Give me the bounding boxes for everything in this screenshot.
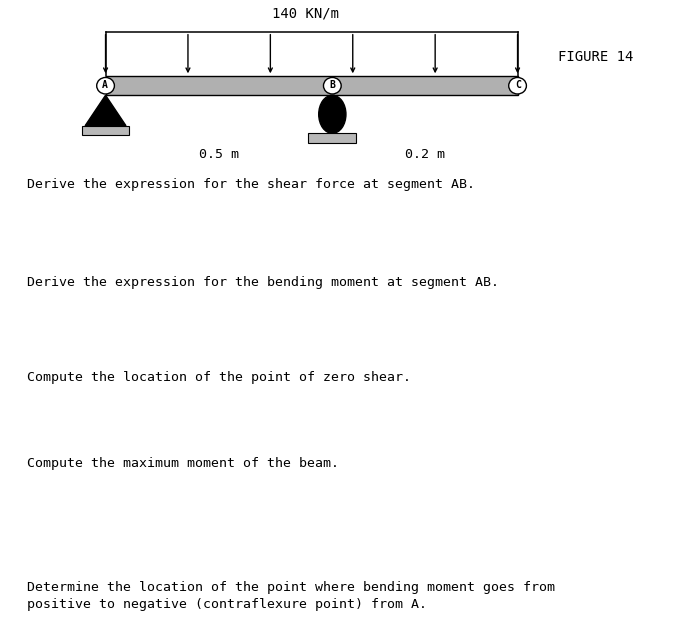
Circle shape	[323, 77, 341, 94]
Polygon shape	[85, 95, 126, 126]
Text: B: B	[330, 80, 335, 90]
Text: A: A	[102, 80, 108, 90]
Bar	[308, 133, 356, 143]
Text: 140 KN/m: 140 KN/m	[272, 6, 339, 20]
Text: FIGURE 14: FIGURE 14	[558, 50, 634, 64]
Text: C: C	[516, 80, 521, 90]
Circle shape	[509, 77, 526, 94]
Text: Compute the maximum moment of the beam.: Compute the maximum moment of the beam.	[27, 457, 339, 470]
Text: Derive the expression for the bending moment at segment AB.: Derive the expression for the bending mo…	[27, 276, 499, 289]
Ellipse shape	[319, 95, 346, 133]
Text: 0.5 m: 0.5 m	[199, 148, 239, 161]
Text: 0.2 m: 0.2 m	[405, 148, 445, 161]
Circle shape	[97, 77, 114, 94]
Text: Compute the location of the point of zero shear.: Compute the location of the point of zer…	[27, 371, 411, 384]
Text: Derive the expression for the shear force at segment AB.: Derive the expression for the shear forc…	[27, 178, 475, 190]
Text: Determine the location of the point where bending moment goes from
positive to n: Determine the location of the point wher…	[27, 581, 555, 611]
Bar	[82, 126, 129, 135]
Bar	[106, 76, 518, 95]
